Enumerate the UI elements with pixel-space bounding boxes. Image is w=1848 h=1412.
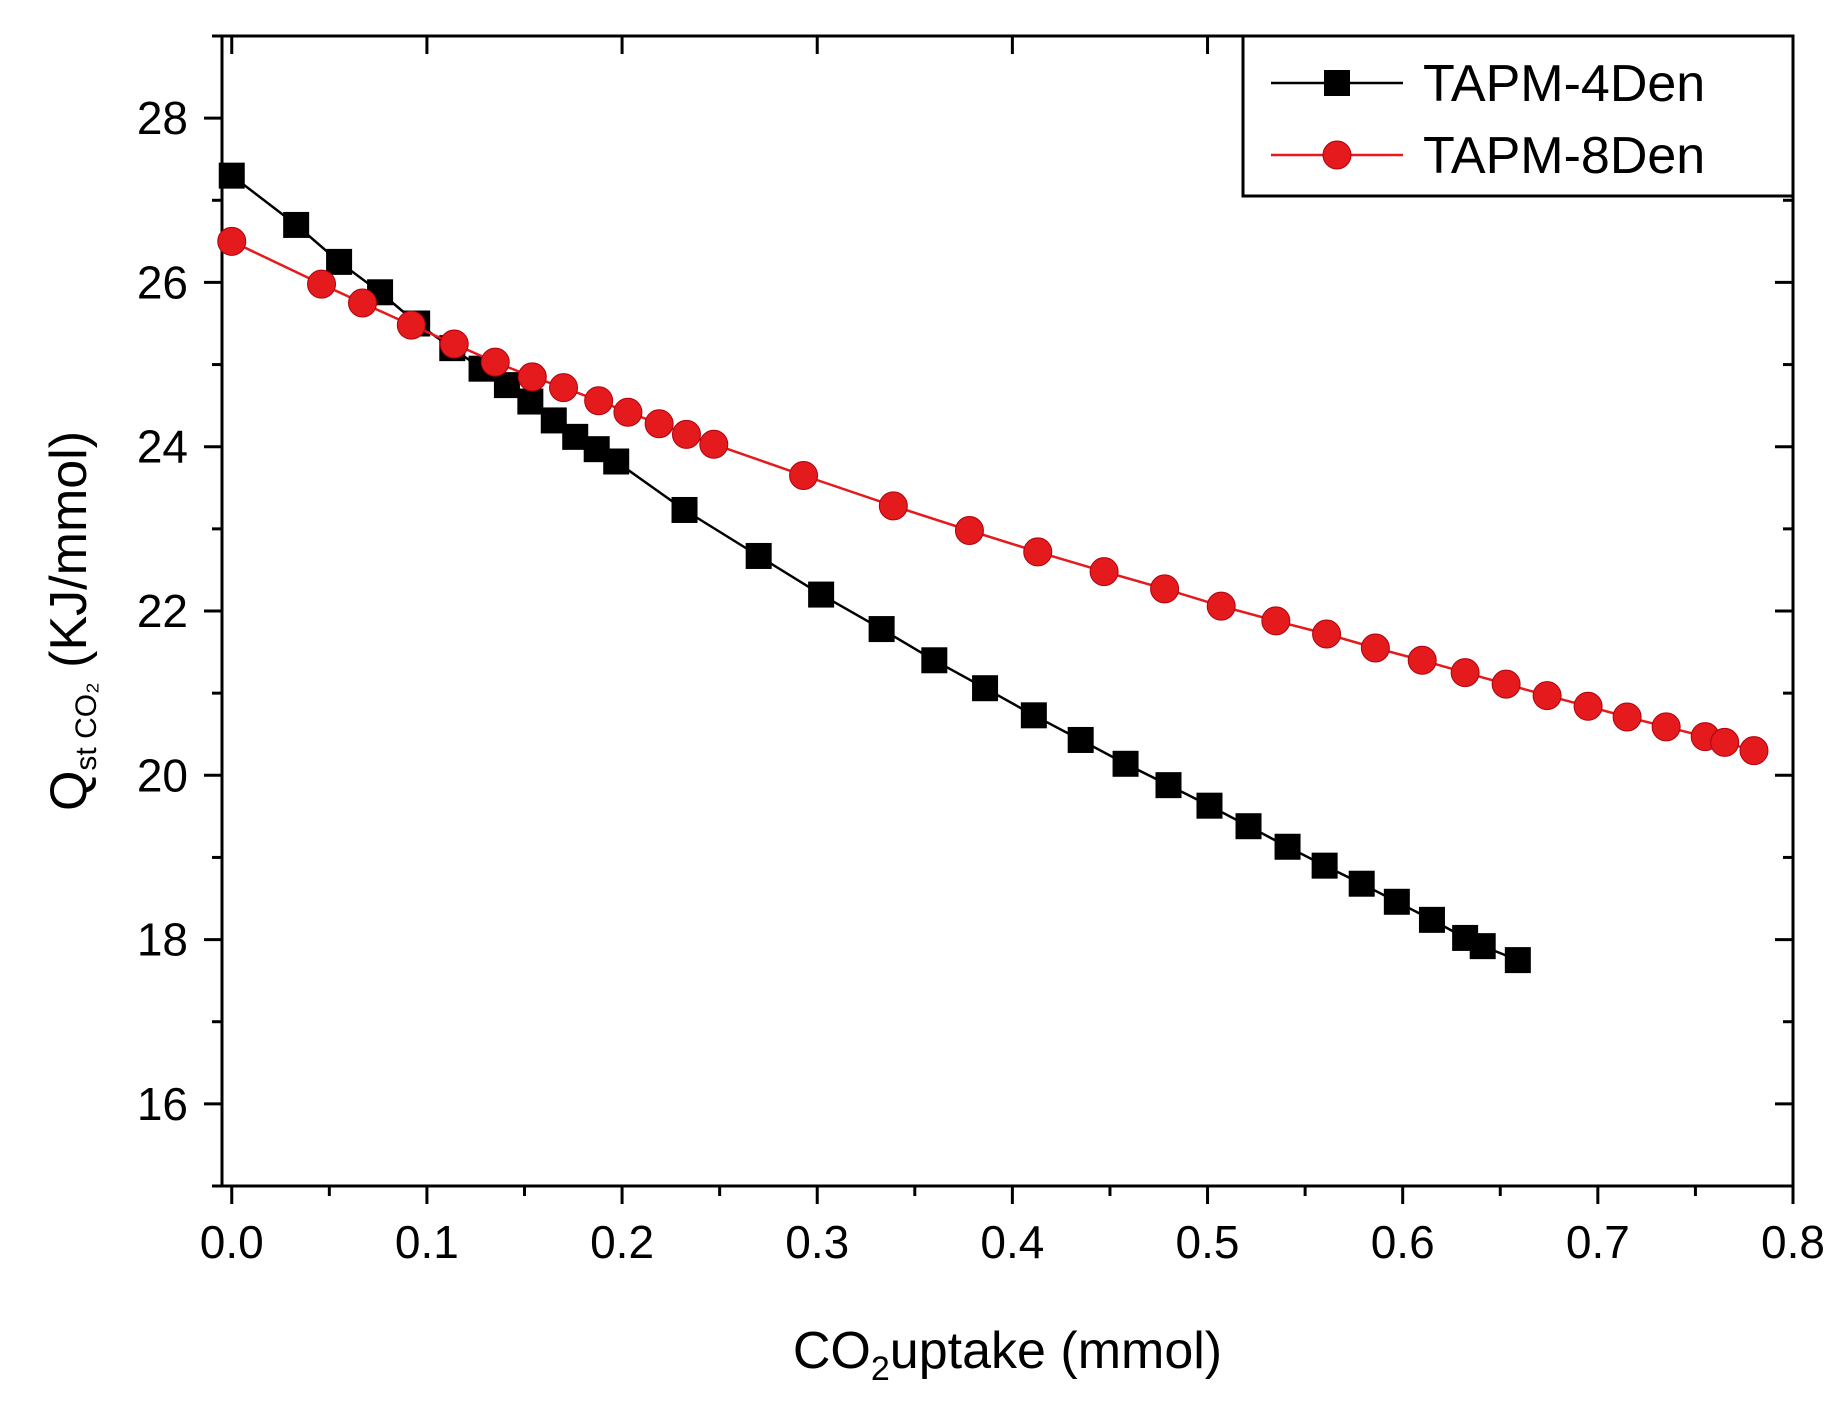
x-tick-label: 0.6 xyxy=(1371,1216,1435,1268)
data-point-TAPM-4Den xyxy=(921,647,948,674)
data-point-TAPM-8Den xyxy=(1450,658,1480,688)
data-point-TAPM-4Den xyxy=(1504,947,1531,974)
y-tick-label: 22 xyxy=(137,585,188,637)
data-point-TAPM-8Den xyxy=(878,491,908,521)
x-tick-label: 0.8 xyxy=(1761,1216,1825,1268)
data-point-TAPM-4Den xyxy=(1235,813,1262,840)
x-tick-label: 0.3 xyxy=(785,1216,849,1268)
data-point-TAPM-8Den xyxy=(1150,574,1180,604)
x-axis-title-main: CO xyxy=(793,1322,871,1380)
data-point-TAPM-4Den xyxy=(1155,772,1182,799)
data-point-TAPM-8Den xyxy=(1710,727,1740,757)
data-point-TAPM-8Den xyxy=(1612,702,1642,732)
data-point-TAPM-8Den xyxy=(348,288,378,318)
y-tick-label: 20 xyxy=(137,749,188,801)
data-point-TAPM-8Den xyxy=(789,460,819,490)
data-point-TAPM-8Den xyxy=(699,429,729,459)
data-point-TAPM-4Den xyxy=(1274,833,1301,860)
data-point-TAPM-8Den xyxy=(439,329,469,359)
x-tick-label: 0.2 xyxy=(590,1216,654,1268)
data-point-TAPM-8Den xyxy=(1651,712,1681,742)
x-axis-title-rest: uptake (mmol) xyxy=(890,1322,1222,1380)
y-axis-title-rest: (KJ/mmol) xyxy=(40,431,98,682)
data-point-TAPM-4Den xyxy=(603,448,630,475)
data-point-TAPM-4Den xyxy=(1348,870,1375,897)
data-point-TAPM-4Den xyxy=(868,616,895,643)
y-axis-title-main: Q xyxy=(40,771,98,811)
data-point-TAPM-4Den xyxy=(1067,726,1094,753)
data-point-TAPM-8Den xyxy=(517,362,547,392)
series-line-TAPM-4Den xyxy=(231,174,1519,962)
legend-label-TAPM-4Den: TAPM-4Den xyxy=(1423,55,1705,113)
data-point-TAPM-8Den xyxy=(1089,557,1119,587)
series-layer xyxy=(217,162,1769,974)
data-point-TAPM-4Den xyxy=(1196,792,1223,819)
legend-marker-TAPM-8Den xyxy=(1322,140,1352,170)
data-point-TAPM-8Den xyxy=(307,269,337,299)
axes-layer: 0.0 0.1 0.2 0.3 0.4 0.5 0.6 0.7 0.8 16 18 20 22 24 26 2… xyxy=(137,34,1825,1268)
data-point-TAPM-4Den xyxy=(283,211,310,238)
data-point-TAPM-8Den xyxy=(217,226,247,256)
data-point-TAPM-4Den xyxy=(671,496,698,523)
data-point-TAPM-8Den xyxy=(396,310,426,340)
x-tick-label: 0.0 xyxy=(200,1216,264,1268)
axis-titles: CO2uptake (mmol) Qst CO₂ (KJ/mmol) xyxy=(40,431,1222,1388)
data-point-TAPM-4Den xyxy=(1469,933,1496,960)
x-tick-label: 0.1 xyxy=(395,1216,459,1268)
legend-box xyxy=(1241,34,1795,198)
data-point-TAPM-4Den xyxy=(1383,888,1410,915)
data-point-TAPM-8Den xyxy=(1312,619,1342,649)
data-point-TAPM-8Den xyxy=(480,347,510,377)
data-point-TAPM-4Den xyxy=(218,162,245,189)
data-point-TAPM-8Den xyxy=(613,397,643,427)
data-point-TAPM-8Den xyxy=(1261,606,1291,636)
data-point-TAPM-4Den xyxy=(1020,702,1047,729)
data-point-TAPM-8Den xyxy=(1023,537,1053,567)
legend: TAPM-4Den TAPM-8Den xyxy=(1241,34,1795,198)
y-tick-label: 18 xyxy=(137,914,188,966)
data-point-TAPM-4Den xyxy=(745,542,772,569)
y-tick-label: 28 xyxy=(137,92,188,144)
data-point-TAPM-8Den xyxy=(1739,736,1769,766)
x-tick-label: 0.5 xyxy=(1176,1216,1240,1268)
data-point-TAPM-4Den xyxy=(972,675,999,702)
data-point-TAPM-4Den xyxy=(493,372,520,399)
legend-label-TAPM-8Den: TAPM-8Den xyxy=(1423,127,1705,185)
data-point-TAPM-8Den xyxy=(584,386,614,416)
data-point-TAPM-4Den xyxy=(517,388,544,415)
data-point-TAPM-8Den xyxy=(1573,691,1603,721)
data-point-TAPM-4Den xyxy=(1311,852,1338,879)
data-point-TAPM-8Den xyxy=(1360,633,1390,663)
y-tick-label: 26 xyxy=(137,256,188,308)
data-point-TAPM-8Den xyxy=(549,373,579,403)
data-point-TAPM-8Den xyxy=(1407,645,1437,675)
data-point-TAPM-8Den xyxy=(644,409,674,439)
data-point-TAPM-4Den xyxy=(808,581,835,608)
x-axis-title: CO2uptake (mmol) xyxy=(793,1322,1222,1388)
x-axis-title-subscript: 2 xyxy=(871,1350,890,1388)
data-point-TAPM-8Den xyxy=(954,516,984,545)
x-tick-label: 0.4 xyxy=(980,1216,1044,1268)
data-point-TAPM-8Den xyxy=(1532,681,1562,711)
plot-frame xyxy=(220,34,1795,1188)
data-point-TAPM-4Den xyxy=(326,248,353,275)
y-tick-label: 24 xyxy=(137,421,188,473)
data-point-TAPM-8Den xyxy=(1206,591,1236,621)
data-point-TAPM-8Den xyxy=(1491,669,1521,699)
data-point-TAPM-8Den xyxy=(671,419,701,449)
data-point-TAPM-4Den xyxy=(1418,906,1445,933)
x-tick-label: 0.7 xyxy=(1566,1216,1630,1268)
legend-marker-TAPM-4Den xyxy=(1324,70,1350,96)
series-line-TAPM-8Den xyxy=(231,240,1755,752)
y-tick-label: 16 xyxy=(137,1078,188,1130)
y-axis-title: Qst CO₂ (KJ/mmol) xyxy=(40,431,103,811)
y-axis-title-subscript: st CO₂ xyxy=(70,682,103,770)
data-point-TAPM-4Den xyxy=(1112,750,1139,777)
